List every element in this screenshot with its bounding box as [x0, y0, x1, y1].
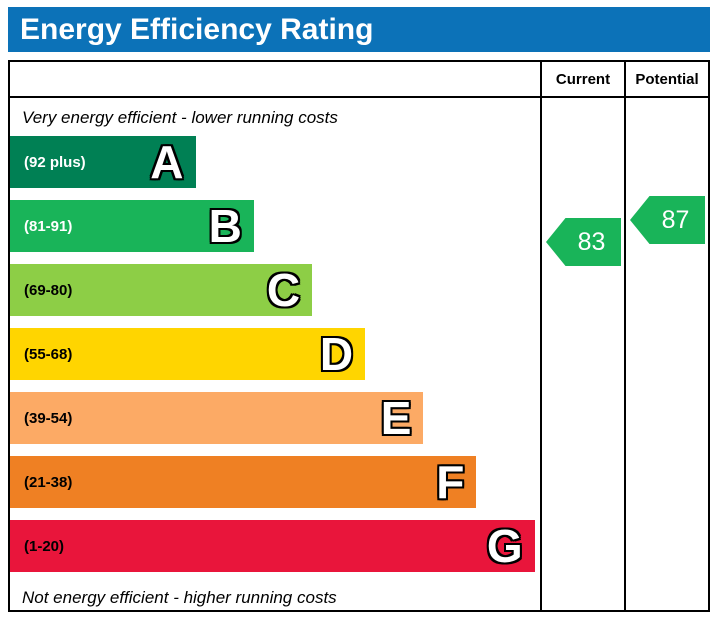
- current-rating-arrow: 83: [546, 218, 621, 266]
- top-note: Very energy efficient - lower running co…: [22, 108, 338, 127]
- band-bar-G: (1-20) G: [10, 520, 535, 572]
- band-letter: B: [208, 200, 242, 252]
- band-range-label: (39-54): [24, 409, 73, 427]
- page-title: Energy Efficiency Rating: [8, 7, 710, 52]
- band-bar-C: (69-80) C: [10, 264, 313, 316]
- band-bar-F: (21-38) F: [10, 456, 477, 508]
- band-bar-A: (92 plus) A: [10, 136, 196, 188]
- band-range-label: (1-20): [24, 537, 65, 555]
- epc-bands: (92 plus) A (81-91) B (69-80) C (55-68) D (39-54…: [10, 132, 540, 584]
- potential-rating-value: 87: [661, 205, 690, 234]
- chart-header-row: Current Potential: [10, 62, 708, 98]
- energy-efficiency-chart: Current Potential Very energy efficient …: [8, 60, 710, 612]
- band-letter: C: [266, 264, 301, 316]
- chart-body: Very energy efficient - lower running co…: [10, 98, 708, 610]
- band-row-E: (39-54) E: [10, 392, 540, 444]
- band-letter: G: [486, 520, 523, 572]
- band-row-D: (55-68) D: [10, 328, 540, 380]
- band-row-B: (81-91) B: [10, 200, 540, 252]
- band-letter: D: [319, 328, 354, 380]
- band-range-label: (21-38): [24, 473, 73, 491]
- band-letter: E: [380, 392, 412, 444]
- bottom-note: Not energy efficient - higher running co…: [22, 588, 337, 607]
- bands-column: Very energy efficient - lower running co…: [10, 98, 540, 610]
- band-letter: F: [436, 456, 465, 508]
- band-row-A: (92 plus) A: [10, 136, 540, 188]
- band-row-F: (21-38) F: [10, 456, 540, 508]
- band-bar-B: (81-91) B: [10, 200, 254, 252]
- band-bar-D: (55-68) D: [10, 328, 366, 380]
- current-rating-value: 83: [577, 227, 606, 256]
- band-bar-E: (39-54) E: [10, 392, 424, 444]
- potential-rating-arrow: 87: [630, 196, 705, 244]
- band-row-C: (69-80) C: [10, 264, 540, 316]
- potential-column-header: Potential: [624, 62, 708, 96]
- band-range-label: (69-80): [24, 281, 73, 299]
- band-range-label: (92 plus): [24, 153, 86, 171]
- band-row-G: (1-20) G: [10, 520, 540, 572]
- potential-column: 87: [624, 98, 708, 610]
- header-spacer: [10, 62, 540, 96]
- band-letter: A: [150, 136, 184, 188]
- band-range-label: (81-91): [24, 217, 73, 235]
- current-column: 83: [540, 98, 624, 610]
- current-column-header: Current: [540, 62, 624, 96]
- band-range-label: (55-68): [24, 345, 73, 363]
